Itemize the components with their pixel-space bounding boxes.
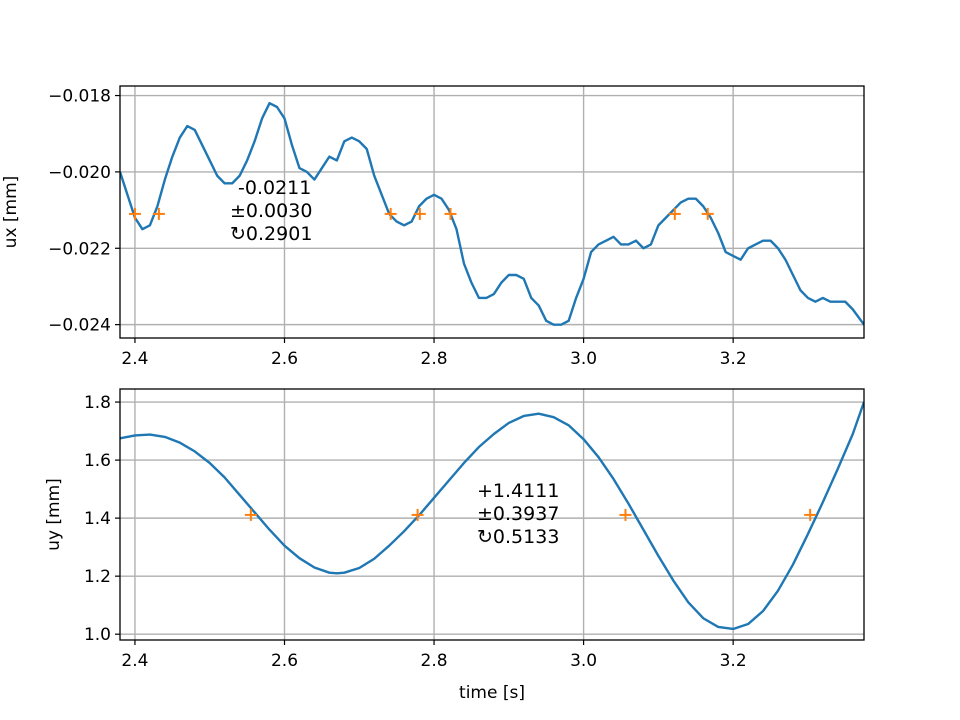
stats-annotation-line: ±0.0030: [230, 200, 312, 222]
x-tick-label: 2.4: [121, 349, 148, 369]
y-tick-label: −0.018: [48, 87, 111, 107]
y-axis-label: ux [mm]: [1, 176, 21, 249]
x-tick-label: 2.8: [421, 349, 448, 369]
x-tick-label: 2.8: [421, 651, 448, 671]
stats-annotation-line: -0.0211: [238, 177, 311, 199]
series-line: [120, 401, 864, 631]
crossing-marker: [701, 207, 714, 220]
crossing-marker: [413, 207, 426, 220]
crossing-marker: [411, 508, 424, 521]
y-tick-label: −0.022: [48, 239, 111, 259]
crossing-marker: [444, 207, 457, 220]
stats-annotation-line: ↻0.5133: [477, 526, 559, 548]
crossing-marker: [619, 508, 632, 521]
stats-annotation-line: ↻0.2901: [230, 223, 312, 245]
series-line: [120, 101, 864, 326]
x-tick-label: 3.0: [570, 651, 597, 671]
stats-annotation-line: +1.4111: [477, 480, 559, 502]
y-axis-label: uy [mm]: [44, 478, 64, 551]
x-tick-label: 2.4: [121, 651, 148, 671]
x-axis-label: time [s]: [459, 683, 525, 703]
crossing-marker: [244, 508, 257, 521]
y-tick-label: 1.2: [84, 567, 111, 587]
x-tick-label: 3.2: [720, 651, 747, 671]
crossing-marker: [804, 508, 817, 521]
y-tick-label: 1.8: [84, 393, 111, 413]
axes-frame: [119, 85, 865, 339]
y-tick-label: 1.6: [84, 451, 111, 471]
y-tick-label: −0.020: [48, 163, 111, 183]
axes-frame: [119, 388, 865, 641]
crossing-marker: [128, 207, 141, 220]
x-tick-label: 3.2: [720, 349, 747, 369]
crossing-marker: [384, 207, 397, 220]
x-tick-label: 2.6: [271, 651, 298, 671]
crossing-marker: [668, 207, 681, 220]
subplot-1: 2.4 2.6 2.8 3.0 3.2 −0.024 −0.022 −0.020 −0.018 u…: [1, 85, 865, 369]
crossing-marker: [152, 207, 165, 220]
stats-annotation-line: ±0.3937: [477, 503, 559, 525]
y-tick-label: −0.024: [48, 316, 111, 336]
x-tick-label: 2.6: [271, 349, 298, 369]
y-tick-label: 1.0: [84, 625, 111, 645]
y-tick-label: 1.4: [84, 509, 111, 529]
x-tick-label: 3.0: [570, 349, 597, 369]
subplot-2: 2.4 2.6 2.8 3.0 3.2 1.0 1.2 1.4 1.6 1.8 uy [mm] tim…: [44, 388, 865, 703]
